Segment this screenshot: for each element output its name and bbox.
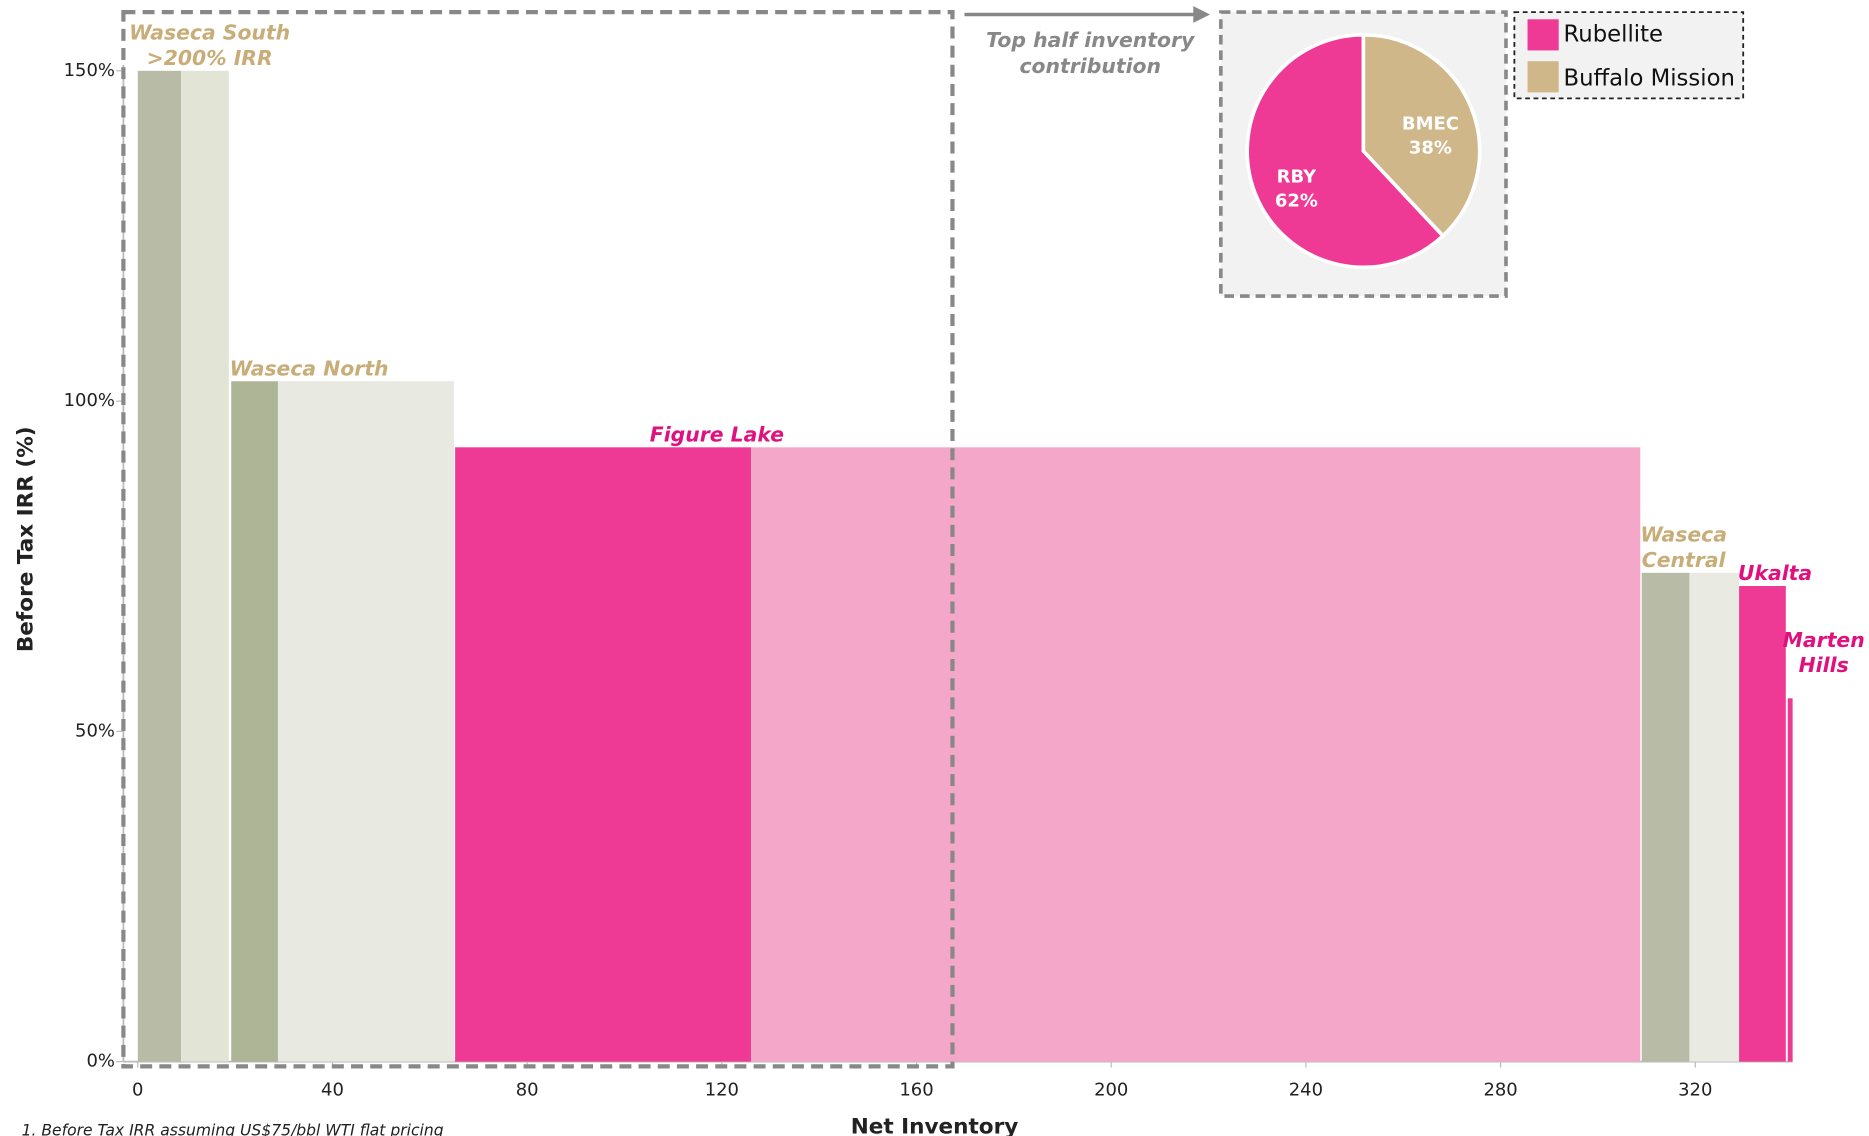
bar [751, 447, 1641, 1062]
annotation: Waseca North [230, 356, 389, 380]
bar [277, 381, 455, 1062]
bar [1689, 572, 1740, 1062]
annotation: Waseca [1640, 523, 1727, 547]
bar [1787, 698, 1793, 1062]
annotation: Ukalta [1738, 561, 1812, 585]
x-tick-label: 320 [1678, 1079, 1712, 1100]
annotation: Waseca South [129, 21, 290, 45]
pie-title: contribution [1019, 54, 1161, 78]
y-tick-label: 0% [86, 1051, 115, 1072]
slice-value: 38% [1409, 138, 1452, 159]
bar [137, 70, 182, 1062]
y-axis-label: Before Tax IRR (%) [13, 426, 38, 652]
x-tick-label: 240 [1289, 1079, 1323, 1100]
legend-label: Buffalo Mission [1563, 66, 1734, 92]
x-tick-label: 120 [705, 1079, 739, 1100]
bar [455, 447, 752, 1062]
pie-slice [1245, 33, 1446, 270]
annotation: Central [1642, 548, 1727, 572]
highlight-box [121, 9, 955, 1069]
bar [181, 70, 229, 1062]
pie-slice [1361, 33, 1482, 239]
slice-value: 62% [1275, 191, 1318, 212]
annotation: >200% IRR [147, 46, 273, 70]
annotation: Marten [1783, 628, 1865, 652]
footnote: 1. Before Tax IRR assuming US$75/bbl WTI… [22, 1122, 444, 1136]
x-tick-label: 160 [899, 1079, 933, 1100]
bar [231, 381, 278, 1062]
pie-title: Top half inventory [986, 28, 1195, 52]
annotation: Figure Lake [650, 422, 784, 446]
y-tick-label: 50% [75, 720, 115, 741]
x-tick-label: 200 [1094, 1079, 1128, 1100]
x-axis-label: Net Inventory [851, 1115, 1019, 1136]
annotation: Hills [1799, 653, 1849, 677]
y-tick-label: 100% [64, 390, 115, 411]
y-tick-label: 150% [64, 60, 115, 81]
legend-label: Rubellite [1563, 21, 1663, 47]
bar [1641, 572, 1690, 1062]
x-tick-label: 280 [1483, 1079, 1517, 1100]
x-tick-label: 80 [516, 1079, 539, 1100]
slice-label: BMEC [1402, 114, 1459, 135]
legend-swatch [1527, 61, 1559, 93]
arrow-head [1193, 6, 1211, 23]
x-tick-label: 40 [321, 1079, 344, 1100]
legend-swatch [1527, 19, 1559, 51]
x-tick-label: 0 [132, 1079, 143, 1100]
bar [1739, 586, 1786, 1062]
slice-label: RBY [1277, 167, 1318, 188]
